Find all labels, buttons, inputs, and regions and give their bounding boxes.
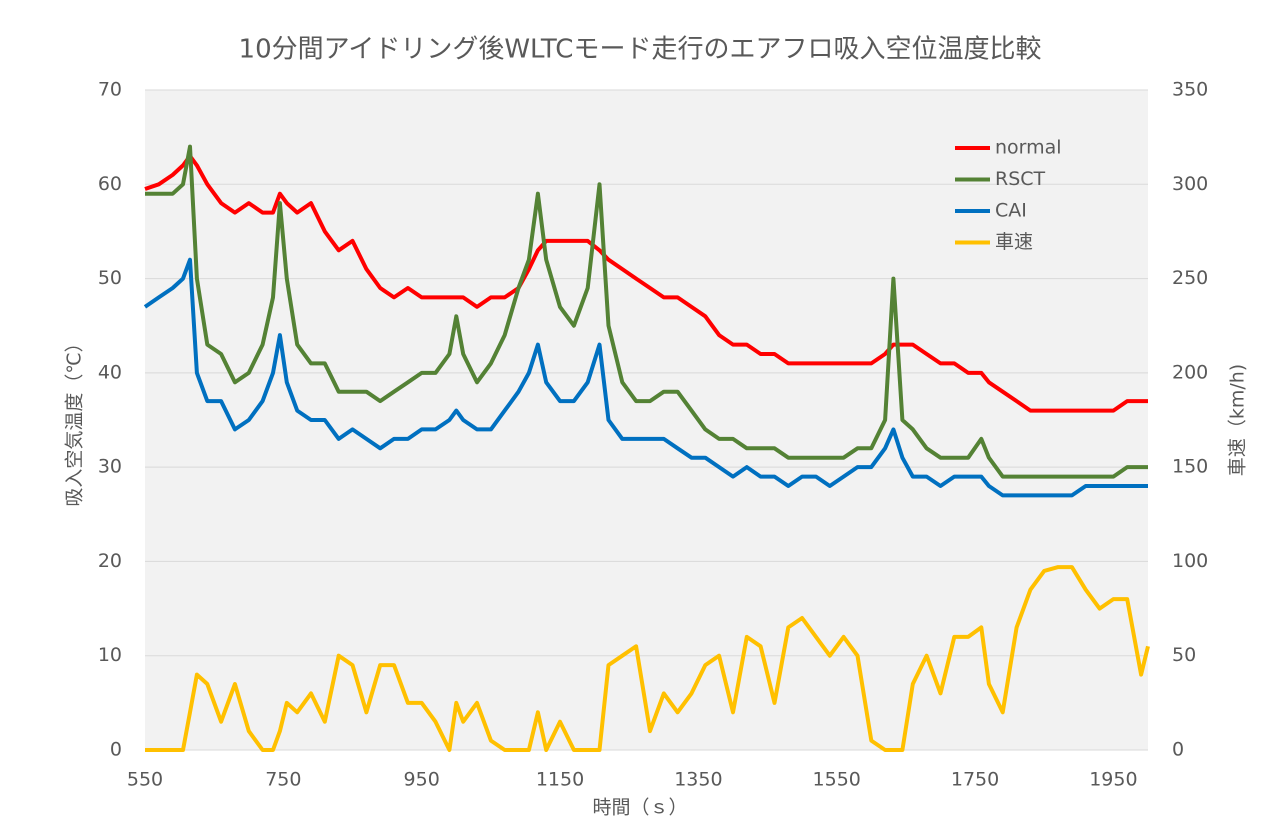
x-tick-label: 1950	[1089, 769, 1137, 791]
y2-tick-label: 250	[1172, 267, 1208, 289]
y2-tick-label: 50	[1172, 644, 1196, 666]
y2-tick-label: 0	[1172, 739, 1184, 761]
series-line	[143, 257, 1148, 498]
y2-tick-label: 300	[1172, 173, 1208, 195]
y2-tick-label: 150	[1172, 456, 1208, 478]
x-tick-label: 1150	[536, 769, 584, 791]
x-tick-label: 1350	[674, 769, 722, 791]
y-tick-label: 40	[98, 361, 122, 383]
y2-tick-label: 200	[1172, 361, 1208, 383]
y-tick-label: 50	[98, 267, 122, 289]
y-tick-label: 10	[98, 644, 122, 666]
y2-axis-label: 車速（km/h)	[1227, 364, 1249, 476]
legend-label: RSCT	[995, 168, 1046, 190]
series-line	[145, 565, 1150, 752]
y-axis-label: 吸入空気温度（℃）	[64, 333, 86, 506]
y2-tick-label: 100	[1172, 550, 1208, 572]
chart-title: 10分間アイドリング後WLTCモード走行のエアフロ吸入空位温度比較	[239, 35, 1042, 65]
y-tick-label: 0	[110, 739, 122, 761]
y-tick-label: 60	[98, 173, 122, 195]
y2-tick-label: 350	[1172, 79, 1208, 101]
x-tick-label: 1550	[813, 769, 861, 791]
x-axis-label: 時間（ｓ）	[592, 797, 687, 819]
y-tick-label: 20	[98, 550, 122, 572]
y-tick-label: 30	[98, 456, 122, 478]
x-tick-label: 1750	[951, 769, 999, 791]
y-tick-label: 70	[98, 79, 122, 101]
series-line	[144, 154, 1148, 413]
legend-label: CAI	[995, 200, 1027, 222]
series-line	[145, 144, 1148, 479]
x-tick-label: 750	[265, 769, 301, 791]
x-tick-label: 550	[127, 769, 163, 791]
x-tick-label: 950	[404, 769, 440, 791]
legend-label: 車速	[995, 231, 1033, 253]
legend-label: normal	[995, 137, 1062, 159]
